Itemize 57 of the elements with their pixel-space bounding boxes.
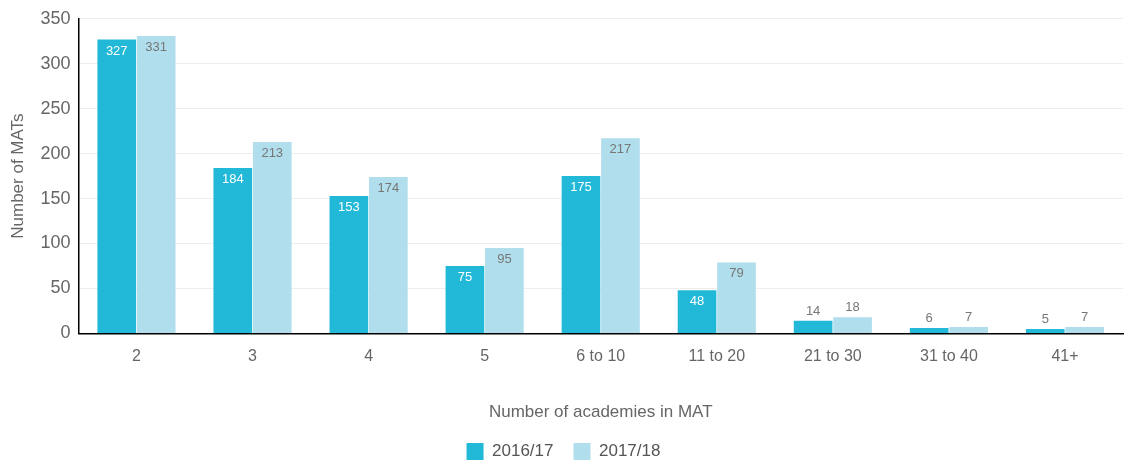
x-tick-label: 41+ [1051, 347, 1079, 365]
data-label: 14 [805, 302, 821, 318]
bar [1025, 328, 1065, 333]
x-tick-label: 3 [248, 347, 258, 365]
bar [949, 327, 988, 333]
data-label: 75 [457, 269, 473, 285]
data-label: 79 [729, 265, 744, 281]
data-label: 175 [570, 179, 592, 195]
y-tick-label: 0 [60, 322, 71, 343]
y-tick-label: 350 [40, 7, 71, 28]
x-tick-label: 2 [132, 347, 142, 365]
bar [252, 141, 292, 333]
bar [485, 248, 524, 333]
x-tick-label: 11 to 20 [688, 347, 746, 365]
x-axis-title: Number of academies in MAT [488, 402, 713, 422]
data-label: 213 [261, 145, 284, 161]
bar [213, 168, 253, 333]
data-label: 174 [377, 180, 400, 196]
data-label: 327 [105, 42, 128, 58]
data-label: 184 [221, 171, 244, 187]
y-tick-label: 250 [40, 97, 71, 118]
data-label: 7 [1081, 309, 1089, 325]
x-tick-label: 6 to 10 [576, 347, 626, 365]
y-tick-label: 200 [40, 142, 71, 163]
y-axis-title: Number of MATs [7, 113, 27, 239]
bar [601, 138, 640, 333]
x-tick-label: 31 to 40 [919, 347, 978, 365]
bar [833, 317, 872, 333]
data-label: 5 [1041, 310, 1049, 326]
x-tick-label: 4 [364, 347, 374, 365]
x-tick-label: 5 [480, 347, 490, 365]
y-tick-label: 100 [40, 232, 71, 253]
bar [561, 176, 601, 333]
data-label: 331 [145, 38, 168, 54]
y-tick-label: 150 [40, 187, 71, 208]
bar [793, 320, 833, 333]
bar [1065, 327, 1105, 333]
data-label: 153 [338, 198, 360, 214]
legend-label: 2016/17 [492, 441, 554, 461]
bar [909, 328, 949, 333]
bar [368, 177, 408, 333]
bar [136, 35, 176, 333]
data-label: 7 [965, 309, 973, 325]
data-label: 95 [497, 251, 512, 267]
data-label: 18 [845, 299, 860, 315]
data-label: 48 [689, 293, 705, 309]
x-tick-label: 21 to 30 [803, 347, 862, 365]
bar [329, 195, 369, 333]
bar [717, 262, 756, 333]
y-tick-label: 300 [40, 52, 71, 73]
legend-label: 2017/18 [599, 441, 661, 461]
data-label: 6 [925, 310, 933, 326]
y-tick-label: 50 [50, 277, 71, 298]
data-label: 217 [609, 141, 632, 157]
bar [677, 290, 717, 333]
bar [97, 39, 137, 333]
bar [445, 265, 485, 333]
